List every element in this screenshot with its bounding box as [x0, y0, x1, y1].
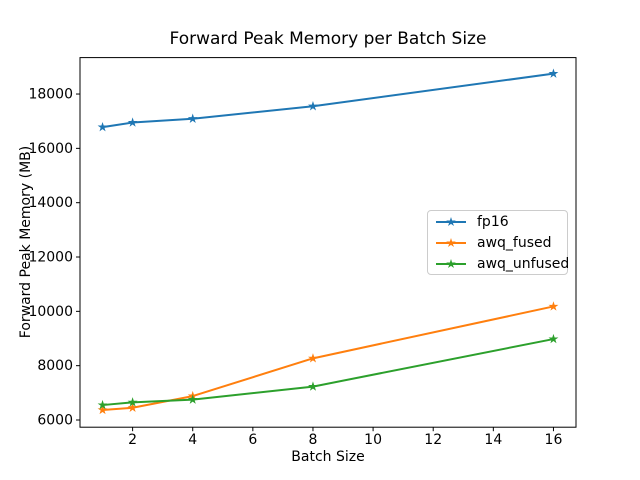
legend-label-awq_fused: awq_fused — [477, 235, 552, 251]
x-tick-label: 6 — [248, 432, 257, 448]
star-marker-icon — [446, 238, 456, 248]
star-marker-awq_fused — [97, 404, 108, 415]
legend-item-awq_fused: awq_fused — [435, 233, 567, 254]
star-marker-icon — [446, 217, 456, 227]
y-tick-label: 10000 — [28, 304, 73, 320]
star-marker-awq_unfused — [548, 333, 559, 344]
star-marker-fp16 — [97, 121, 108, 132]
legend-item-fp16: fp16 — [435, 212, 567, 233]
x-axis-label: Batch Size — [291, 449, 365, 465]
star-marker-awq_unfused — [308, 381, 318, 391]
x-tick-label: 4 — [188, 432, 197, 448]
star-marker-awq_unfused — [127, 397, 138, 407]
star-marker-icon — [446, 258, 456, 268]
star-marker-awq_fused — [127, 402, 138, 412]
y-tick-label: 18000 — [28, 87, 73, 103]
y-tick-label: 6000 — [37, 413, 73, 429]
legend-line-sample-fp16 — [436, 217, 466, 227]
y-axis-label: Forward Peak Memory (MB) — [18, 145, 34, 339]
legend: fp16 awq_fused awq_unfused — [427, 210, 570, 275]
chart-title: Forward Peak Memory per Batch Size — [169, 29, 487, 49]
x-tick-label: 16 — [545, 432, 563, 448]
series-line-fp16 — [101, 72, 555, 129]
star-marker-fp16 — [127, 117, 138, 127]
star-marker-fp16 — [548, 68, 559, 78]
legend-line-sample-awq_fused — [436, 238, 466, 248]
axes-frame — [79, 57, 577, 428]
star-marker-fp16 — [308, 101, 318, 111]
series-line-awq_fused — [101, 305, 555, 411]
star-marker-awq_unfused — [97, 399, 108, 410]
star-marker-awq_unfused — [187, 394, 198, 404]
x-tick-label: 10 — [364, 432, 382, 448]
y-tick-label: 8000 — [37, 358, 73, 374]
star-marker-awq_fused — [308, 353, 318, 363]
series-line-awq_unfused — [101, 338, 555, 407]
x-tick-label: 12 — [424, 432, 442, 448]
y-tick-label: 14000 — [28, 195, 73, 211]
legend-label-awq_unfused: awq_unfused — [477, 255, 570, 272]
legend-line-sample-awq_unfused — [436, 258, 466, 268]
star-marker-fp16 — [187, 113, 198, 123]
y-tick-label: 16000 — [28, 141, 73, 157]
x-tick-label: 8 — [309, 432, 318, 448]
x-tick-label: 2 — [128, 432, 137, 448]
y-tick-label: 12000 — [28, 250, 73, 266]
legend-item-awq_unfused: awq_unfused — [435, 253, 570, 274]
star-marker-awq_fused — [548, 301, 559, 311]
legend-label-fp16: fp16 — [477, 214, 509, 231]
x-tick-label: 14 — [484, 432, 502, 448]
